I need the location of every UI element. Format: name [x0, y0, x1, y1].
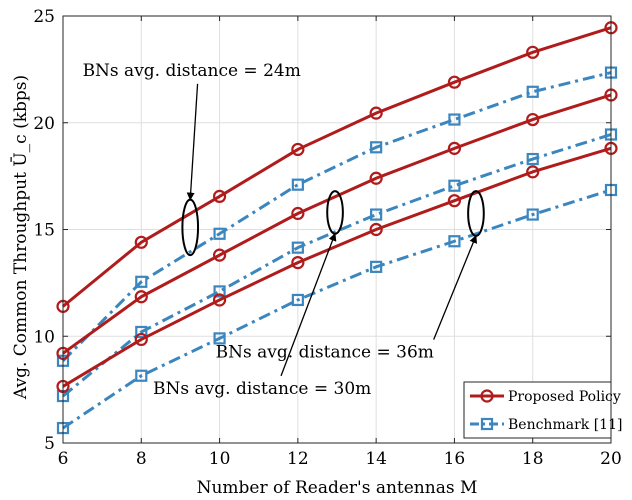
y-tick-label: 15	[33, 221, 55, 241]
x-tick-label: 6	[58, 449, 69, 469]
annotation-2: BNs avg. distance = 36m	[216, 190, 485, 363]
data-point	[134, 290, 148, 304]
data-point	[369, 171, 383, 185]
series-line	[62, 93, 612, 355]
x-tick-label: 12	[287, 449, 309, 469]
x-tick-label: 14	[365, 449, 387, 469]
data-point	[526, 112, 540, 127]
y-tick-label: 20	[33, 114, 55, 134]
data-point	[291, 241, 304, 254]
data-point	[448, 179, 461, 192]
y-axis-label: Avg. Common Throughput Ū_c (kbps)	[10, 75, 31, 400]
data-point	[212, 189, 227, 204]
data-point	[213, 227, 226, 240]
data-point	[526, 152, 539, 166]
x-tick-label: 18	[522, 449, 544, 469]
x-tick-label: 8	[136, 449, 147, 469]
data-point	[291, 206, 305, 221]
annotation-arrow	[433, 234, 478, 340]
data-point	[370, 208, 383, 221]
series-benchmark-36m	[56, 183, 618, 435]
y-tick-label: 25	[33, 7, 55, 27]
data-point	[291, 178, 304, 191]
legend-label-proposed: Proposed Policy	[508, 389, 621, 405]
x-tick-label: 10	[209, 449, 231, 469]
data-point	[526, 85, 539, 98]
data-point	[291, 293, 304, 307]
series-line	[62, 188, 612, 430]
data-point	[526, 165, 540, 179]
annotations: BNs avg. distance = 24m BNs avg. distance…	[83, 61, 485, 399]
legend: Proposed Policy Benchmark [11]	[463, 381, 622, 439]
series-layer	[56, 21, 618, 435]
data-point	[213, 285, 226, 298]
data-point	[369, 222, 383, 237]
data-point	[134, 332, 148, 347]
y-tick-label: 10	[33, 327, 55, 347]
data-point	[448, 113, 461, 126]
x-tick-label: 16	[444, 449, 466, 469]
legend-marker-proposed	[480, 389, 494, 403]
data-point	[291, 142, 305, 157]
y-tick-label: 5	[44, 434, 55, 454]
data-point	[370, 260, 383, 273]
series-line	[62, 26, 612, 308]
data-point	[213, 332, 226, 345]
data-point	[447, 194, 462, 208]
data-point	[447, 141, 462, 155]
tick-marks: 6 8 10 12 14 16 18 20 5 10 15 20 25	[33, 7, 621, 469]
data-point	[447, 75, 462, 89]
x-axis-label: Number of Reader's antennas M	[197, 478, 478, 498]
annotation-ellipse	[181, 198, 200, 257]
annotation-arrow	[186, 83, 199, 201]
annotation-label: BNs avg. distance = 24m	[83, 61, 301, 81]
annotation-label: BNs avg. distance = 30m	[153, 379, 371, 399]
data-point	[291, 255, 305, 270]
data-point	[134, 235, 148, 249]
data-point	[135, 275, 148, 288]
x-tick-label: 20	[600, 449, 622, 469]
annotation-label: BNs avg. distance = 36m	[216, 343, 434, 363]
annotation-1: BNs avg. distance = 30m	[153, 190, 371, 399]
data-point	[526, 45, 540, 59]
annotation-0: BNs avg. distance = 24m	[83, 61, 301, 257]
series-line	[61, 71, 612, 362]
annotation-arrow	[280, 232, 337, 377]
data-point	[370, 141, 383, 154]
series-line	[62, 146, 612, 388]
data-point	[448, 235, 461, 248]
data-point	[369, 106, 383, 120]
data-point	[212, 248, 227, 262]
legend-label-benchmark: Benchmark [11]	[508, 417, 622, 433]
data-point	[135, 369, 148, 382]
data-point	[212, 293, 227, 307]
data-point	[526, 208, 539, 221]
legend-marker-benchmark	[480, 417, 494, 431]
data-point	[135, 325, 148, 339]
